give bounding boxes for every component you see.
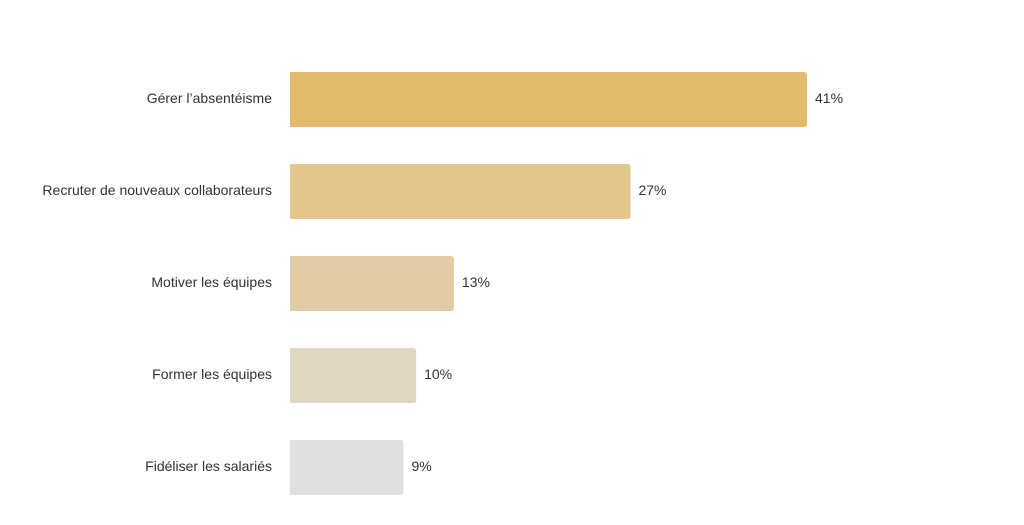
data-label: 10% (424, 366, 452, 382)
bar (290, 164, 631, 219)
category-label: Motiver les équipes (151, 274, 272, 290)
category-label: Gérer l’absentéisme (147, 90, 272, 106)
bar (290, 72, 807, 127)
bar (290, 440, 404, 495)
category-label: Former les équipes (152, 366, 272, 382)
category-label: Fidéliser les salariés (145, 458, 272, 474)
category-label: Recruter de nouveaux collaborateurs (42, 182, 272, 198)
bars-group: Gérer l’absentéisme 41% Recruter de nouvea… (42, 72, 843, 495)
data-label: 13% (462, 274, 490, 290)
data-label: 41% (815, 90, 843, 106)
data-label: 9% (411, 458, 431, 474)
bar (290, 348, 417, 403)
bar (290, 256, 454, 311)
data-label: 27% (638, 182, 666, 198)
